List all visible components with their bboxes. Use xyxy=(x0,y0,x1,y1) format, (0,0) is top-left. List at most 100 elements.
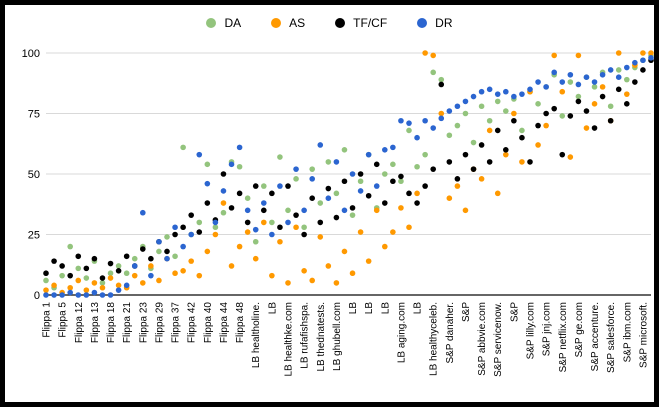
x-tick-label: LB healthke.com xyxy=(284,302,295,377)
point-as-14 xyxy=(156,277,162,284)
point-dr-1 xyxy=(51,292,57,298)
point-da-2 xyxy=(59,272,65,279)
x-tick-label: LB thednatests. xyxy=(316,302,327,372)
point-dr-37 xyxy=(341,207,348,214)
point-as-19 xyxy=(196,272,203,279)
point-tfcf-40 xyxy=(365,192,372,199)
point-dr-28 xyxy=(269,231,275,238)
point-da-8 xyxy=(107,270,114,277)
point-as-68 xyxy=(591,101,598,107)
point-as-44 xyxy=(398,205,404,211)
point-dr-39 xyxy=(357,188,364,194)
point-dr-59 xyxy=(519,91,525,97)
point-as-11 xyxy=(131,272,138,279)
point-tfcf-55 xyxy=(486,159,493,165)
point-as-1 xyxy=(51,282,57,289)
legend-item-tfcf[interactable]: TF/CF xyxy=(335,16,387,30)
point-da-57 xyxy=(503,108,509,114)
point-as-57 xyxy=(503,151,509,158)
x-tick-label: LB aging.com xyxy=(396,302,407,363)
point-da-34 xyxy=(317,200,324,206)
point-dr-46 xyxy=(414,134,420,141)
point-da-30 xyxy=(285,207,291,214)
legend-item-dr[interactable]: DR xyxy=(417,16,453,30)
point-da-7 xyxy=(99,280,106,286)
point-da-17 xyxy=(180,144,186,151)
x-tick-label: LB healthyceleb. xyxy=(429,302,440,376)
x-tick-label: S&P xyxy=(509,302,520,322)
point-dr-33 xyxy=(309,176,316,182)
point-tfcf-52 xyxy=(462,151,469,158)
point-dr-40 xyxy=(365,151,372,158)
point-da-38 xyxy=(349,212,356,218)
legend-marker-tfcf-icon xyxy=(335,18,346,28)
point-tfcf-42 xyxy=(382,200,388,206)
point-tfcf-70 xyxy=(607,117,614,124)
point-as-23 xyxy=(228,263,235,269)
point-dr-61 xyxy=(535,79,541,85)
chart-legend: DA AS TF/CF DR xyxy=(5,16,654,30)
point-dr-69 xyxy=(599,71,606,78)
point-as-63 xyxy=(551,52,557,59)
point-da-45 xyxy=(406,127,412,134)
point-dr-44 xyxy=(398,117,404,124)
point-tfcf-56 xyxy=(494,127,501,134)
point-dr-75 xyxy=(648,55,654,61)
x-tick-label: S&P lilly.com xyxy=(526,302,537,359)
legend-label-as: AS xyxy=(289,16,306,30)
point-tfcf-43 xyxy=(390,178,396,185)
point-as-4 xyxy=(75,277,82,284)
point-tfcf-25 xyxy=(244,219,251,226)
point-da-10 xyxy=(123,270,130,277)
point-dr-29 xyxy=(277,183,283,189)
point-dr-27 xyxy=(261,200,267,206)
scatter-chart[interactable]: 0 25 50 75 100 Flippa 1 Flippa 5 Flippa 12 Flipp… xyxy=(5,5,654,402)
x-tick-label: LB xyxy=(380,302,391,315)
point-da-55 xyxy=(486,117,493,124)
point-dr-21 xyxy=(212,219,219,226)
point-tfcf-36 xyxy=(333,214,340,221)
legend-label-dr: DR xyxy=(435,16,453,30)
point-da-3 xyxy=(67,243,73,250)
point-as-33 xyxy=(309,277,316,284)
point-da-14 xyxy=(156,248,162,255)
point-as-55 xyxy=(486,127,493,134)
point-da-68 xyxy=(591,84,598,90)
point-dr-0 xyxy=(43,292,49,298)
point-tfcf-35 xyxy=(325,185,332,192)
point-as-25 xyxy=(244,229,251,235)
x-tick-label: S&P abbvie.com xyxy=(477,302,488,376)
x-tick-label: Flippa 48 xyxy=(235,302,246,344)
point-tfcf-10 xyxy=(123,253,130,260)
point-dr-68 xyxy=(591,79,598,85)
point-tfcf-67 xyxy=(583,108,590,114)
point-dr-53 xyxy=(470,93,477,100)
x-tick-label: LB ghubell.com xyxy=(332,302,343,371)
y-tick-label-0: 0 xyxy=(34,290,40,302)
legend-item-da[interactable]: DA xyxy=(206,16,241,30)
point-as-49 xyxy=(438,110,445,117)
point-tfcf-17 xyxy=(180,224,186,231)
point-tfcf-58 xyxy=(511,117,517,124)
point-tfcf-30 xyxy=(285,183,291,189)
point-da-31 xyxy=(293,176,299,182)
point-as-13 xyxy=(148,263,154,269)
point-as-34 xyxy=(317,234,324,240)
point-tfcf-68 xyxy=(591,125,598,131)
point-dr-51 xyxy=(454,103,461,110)
legend-marker-as-icon xyxy=(271,18,282,28)
point-as-18 xyxy=(188,258,194,264)
point-da-42 xyxy=(382,171,388,177)
point-as-12 xyxy=(140,280,146,286)
point-tfcf-4 xyxy=(75,253,82,260)
legend-label-tfcf: TF/CF xyxy=(353,16,388,30)
point-as-72 xyxy=(624,91,630,97)
point-dr-22 xyxy=(220,188,227,194)
legend-item-as[interactable]: AS xyxy=(271,16,305,30)
point-da-29 xyxy=(277,154,283,160)
point-as-46 xyxy=(414,190,420,197)
point-tfcf-5 xyxy=(83,265,90,272)
point-dr-63 xyxy=(551,69,557,76)
point-as-56 xyxy=(494,190,501,197)
point-tfcf-48 xyxy=(430,166,437,172)
